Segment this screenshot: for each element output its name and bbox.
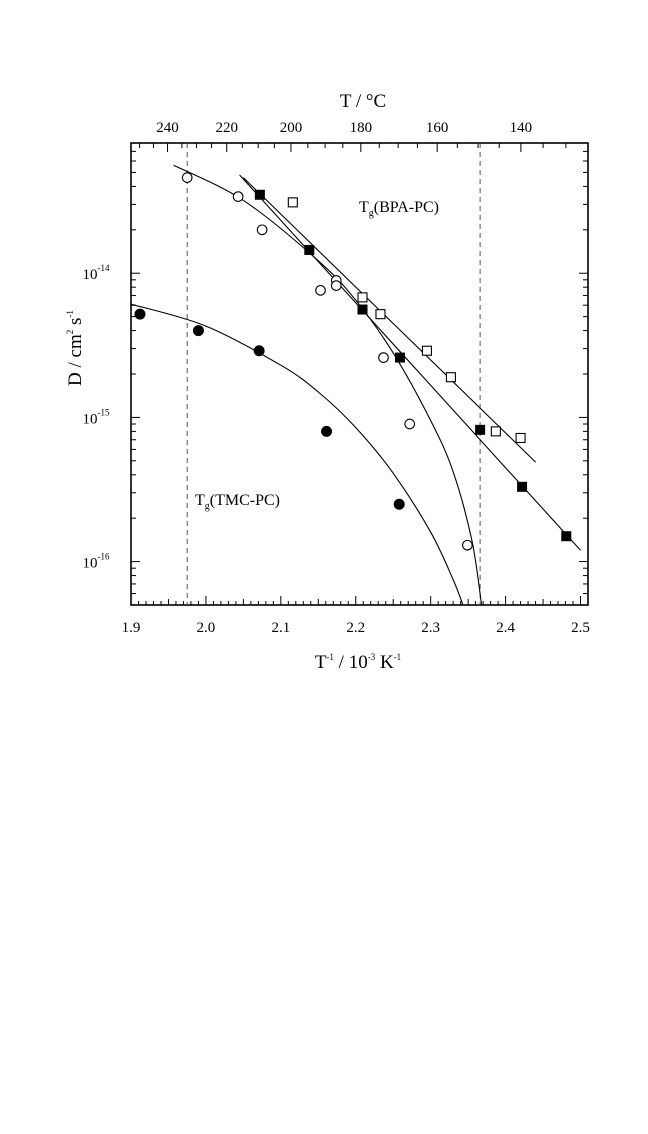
y-axis-title: D / cm2 s-1 bbox=[65, 310, 86, 386]
x-tick-label: 2.1 bbox=[271, 620, 290, 636]
x-axis-title: T-1 / 10-3 K-1 bbox=[315, 652, 401, 673]
open-circle-point bbox=[256, 224, 268, 236]
fit-curve-open-square bbox=[243, 177, 536, 463]
top-tick-label: 140 bbox=[510, 120, 533, 136]
fit-curve-filled-circle bbox=[131, 303, 464, 605]
open-square-point bbox=[375, 309, 386, 320]
x-tick-label: 1.9 bbox=[122, 620, 141, 636]
top-tick-label: 200 bbox=[280, 120, 303, 136]
x-tick-label: 2.4 bbox=[496, 620, 515, 636]
top-tick-label: 180 bbox=[350, 120, 373, 136]
filled-circle-point bbox=[321, 425, 333, 437]
y-tick-label: 10-14 bbox=[83, 263, 110, 283]
top-axis-title: T / °C bbox=[340, 91, 386, 112]
filled-circle-point bbox=[393, 498, 405, 510]
glass-transition-lines bbox=[186, 143, 481, 605]
top-tick-label: 220 bbox=[215, 120, 238, 136]
x-axis-tick-labels: 1.9 2.0 2.1 2.2 2.3 2.4 2.5 bbox=[122, 620, 590, 636]
open-square-point bbox=[515, 432, 526, 444]
open-square-point bbox=[445, 372, 456, 383]
x-tick-label: 2.0 bbox=[197, 620, 216, 636]
filled-square-point bbox=[357, 304, 368, 315]
open-square-point bbox=[357, 292, 368, 303]
y-tick-label: 10-15 bbox=[83, 407, 110, 427]
filled-circle-point bbox=[192, 325, 204, 337]
x-tick-label: 2.5 bbox=[571, 620, 590, 636]
open-circle-point bbox=[181, 172, 193, 184]
top-tick-label: 160 bbox=[426, 120, 449, 136]
open-square-point bbox=[490, 426, 501, 437]
filled-square-point bbox=[394, 352, 405, 363]
open-square-point bbox=[421, 345, 432, 356]
axis-ticks bbox=[130, 142, 588, 606]
annotation-tg-bpa: Tg(BPA-PC) bbox=[359, 199, 439, 219]
fit-curve-open-circle bbox=[173, 164, 483, 605]
open-circle-point bbox=[330, 280, 342, 291]
x-tick-label: 2.2 bbox=[346, 620, 365, 636]
open-circle-point bbox=[462, 539, 473, 551]
data-markers bbox=[134, 172, 572, 551]
open-circle-point bbox=[404, 418, 416, 430]
open-circle-point bbox=[378, 352, 389, 363]
open-square-point bbox=[287, 197, 298, 208]
filled-square-point bbox=[475, 424, 486, 435]
top-tick-label: 240 bbox=[156, 120, 179, 136]
filled-circle-point bbox=[134, 308, 146, 320]
open-circle-point bbox=[232, 191, 244, 202]
open-circle-point bbox=[315, 285, 326, 296]
y-tick-label: 10-16 bbox=[83, 552, 110, 572]
filled-square-point bbox=[517, 481, 528, 492]
filled-square-point bbox=[561, 531, 572, 542]
fit-curves bbox=[131, 164, 581, 605]
filled-circle-point bbox=[253, 345, 265, 357]
filled-square-point bbox=[304, 244, 315, 255]
y-axis-tick-labels: 10-16 10-15 10-14 bbox=[83, 263, 110, 571]
x-tick-label: 2.3 bbox=[421, 620, 440, 636]
filled-square-point bbox=[254, 189, 265, 200]
fit-curve-filled-square bbox=[239, 174, 581, 551]
annotation-tg-tmc: Tg(TMC-PC) bbox=[195, 492, 280, 512]
top-axis-tick-labels: 240 220 200 180 160 140 bbox=[156, 120, 532, 136]
